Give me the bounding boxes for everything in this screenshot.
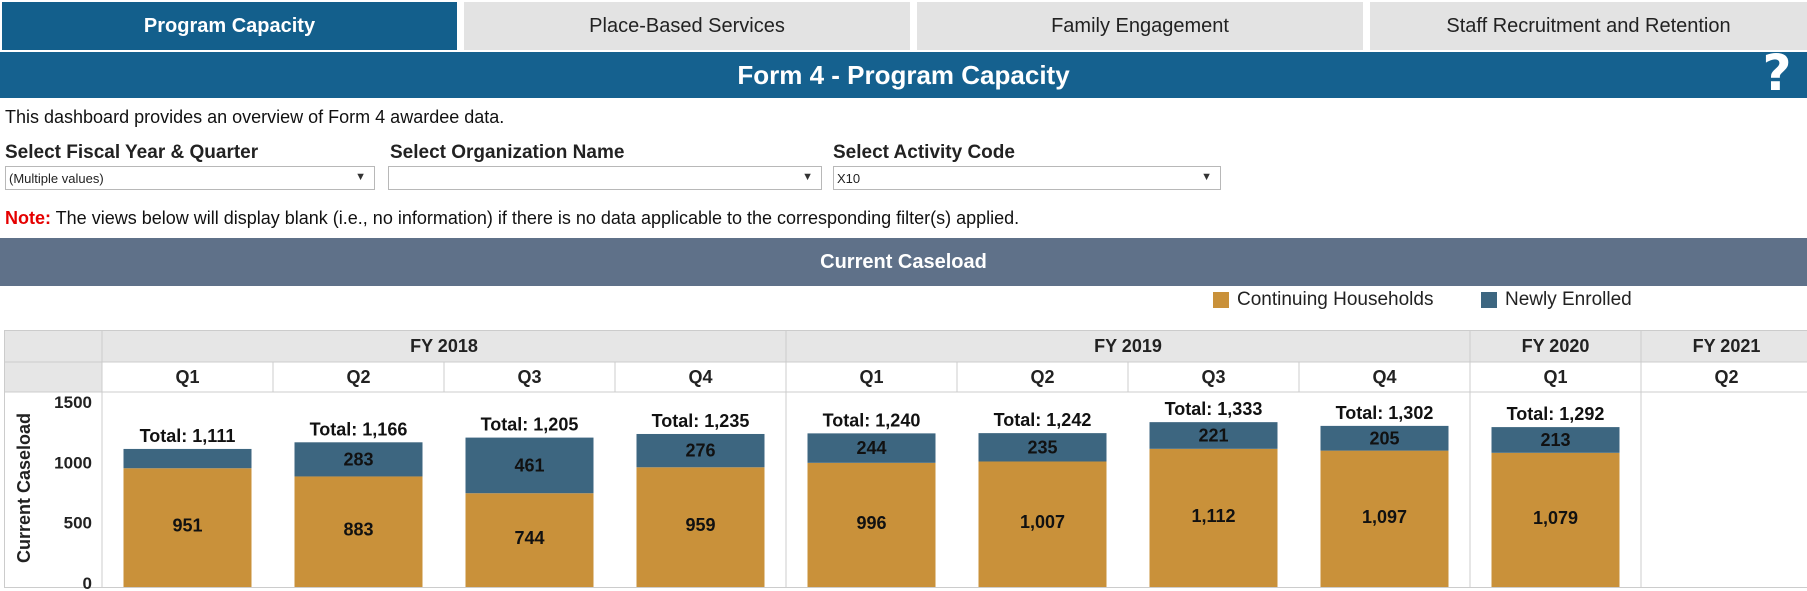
- organization-dropdown[interactable]: ▼: [388, 166, 822, 190]
- data-label-continuing: 951: [172, 516, 202, 536]
- fiscal-year-header: FY 2021: [1693, 336, 1761, 356]
- data-label-newly-enrolled: 461: [514, 455, 544, 475]
- data-label-newly-enrolled: 205: [1369, 428, 1399, 448]
- chevron-down-icon: ▼: [802, 171, 813, 183]
- bar-newly-enrolled: [1491, 427, 1620, 453]
- data-label-total: Total: 1,205: [481, 415, 579, 435]
- bar-continuing-households: [294, 476, 423, 587]
- bar-continuing-households: [807, 462, 936, 587]
- quarter-header: Q1: [859, 367, 883, 387]
- data-label-continuing: 959: [685, 515, 715, 535]
- data-label-newly-enrolled: 221: [1198, 425, 1228, 445]
- data-label-continuing: 996: [856, 513, 886, 533]
- legend-item-continuing[interactable]: Continuing Households: [1213, 287, 1433, 313]
- bar-newly-enrolled: [123, 448, 252, 469]
- data-label-newly-enrolled: 276: [685, 441, 715, 461]
- note-label: Note:: [5, 208, 51, 228]
- bar-newly-enrolled: [294, 442, 423, 477]
- legend-swatch-continuing: [1213, 292, 1229, 308]
- legend-label-continuing: Continuing Households: [1237, 289, 1434, 310]
- tab-family-engagement[interactable]: Family Engagement: [917, 2, 1363, 50]
- bar-newly-enrolled: [465, 437, 594, 494]
- y-tick-label: 1000: [54, 453, 92, 472]
- quarter-header: Q3: [517, 367, 541, 387]
- note-body: The views below will display blank (i.e.…: [51, 208, 1020, 228]
- data-label-newly-enrolled: 283: [343, 449, 373, 469]
- tab-place-based-services[interactable]: Place-Based Services: [464, 2, 910, 50]
- quarter-header: Q1: [175, 367, 199, 387]
- bar-newly-enrolled: [1320, 425, 1449, 451]
- data-label-total: Total: 1,242: [994, 410, 1092, 430]
- note-text: Note: The views below will display blank…: [5, 208, 1019, 229]
- data-label-continuing: 1,097: [1362, 507, 1407, 527]
- data-label-newly-enrolled: 244: [856, 438, 886, 458]
- data-label-newly-enrolled: 213: [1540, 430, 1570, 450]
- data-label-total: Total: 1,240: [823, 410, 921, 430]
- data-label-total: Total: 1,235: [652, 411, 750, 431]
- chevron-down-icon: ▼: [1201, 171, 1212, 183]
- bar-continuing-households: [123, 468, 252, 587]
- dashboard-description: This dashboard provides an overview of F…: [5, 107, 505, 127]
- y-tick-label: 0: [83, 574, 92, 591]
- fiscal-year-header: FY 2020: [1522, 336, 1590, 356]
- y-axis-label: Current Caseload: [14, 413, 34, 563]
- bar-newly-enrolled: [978, 433, 1107, 462]
- bar-continuing-households: [465, 493, 594, 587]
- bar-continuing-households: [1491, 452, 1620, 587]
- quarter-header-bg: [102, 362, 1807, 392]
- quarter-header: Q2: [1714, 367, 1738, 387]
- question-mark-icon[interactable]: ?: [1762, 44, 1792, 102]
- y-tick-label: 1500: [54, 393, 92, 412]
- quarter-header: Q1: [1543, 367, 1567, 387]
- section-header-current-caseload: Current Caseload: [0, 238, 1807, 286]
- data-label-continuing: 883: [343, 520, 373, 540]
- fiscal-year-header: FY 2019: [1094, 336, 1162, 356]
- data-label-newly-enrolled: 235: [1027, 437, 1057, 457]
- fiscal-year-header: FY 2018: [410, 336, 478, 356]
- caseload-chart: FY 2018 Q1 Q2 Q3 Q4 FY 2019 Q1 Q2 Q3 Q4 FY 2020 Q1 F…: [4, 330, 1807, 591]
- data-label-continuing: 744: [514, 528, 544, 548]
- data-label-continuing: 1,112: [1191, 506, 1235, 526]
- fiscal-year-filter-label: Select Fiscal Year & Quarter: [5, 142, 259, 163]
- legend-swatch-newly-enrolled: [1481, 292, 1497, 308]
- data-label-total: Total: 1,111: [140, 426, 236, 446]
- data-label-total: Total: 1,302: [1336, 403, 1434, 423]
- bar-newly-enrolled: [807, 433, 936, 463]
- data-label-continuing: 1,079: [1533, 508, 1578, 528]
- quarter-header: Q3: [1201, 367, 1225, 387]
- bar-continuing-households: [978, 461, 1107, 587]
- quarter-header: Q4: [1372, 367, 1396, 387]
- tab-bar: Program Capacity Place-Based Services Fa…: [0, 2, 1807, 50]
- data-label-continuing: 1,007: [1020, 512, 1065, 532]
- quarter-header: Q2: [1030, 367, 1054, 387]
- bar-continuing-households: [1320, 450, 1449, 587]
- bar-newly-enrolled: [636, 433, 765, 468]
- activity-code-dropdown-value: X10: [837, 170, 861, 186]
- tab-staff-recruitment-retention[interactable]: Staff Recruitment and Retention: [1370, 2, 1807, 50]
- bar-continuing-households: [1149, 448, 1278, 587]
- quarter-header: Q2: [346, 367, 370, 387]
- legend-item-newly-enrolled[interactable]: Newly Enrolled: [1481, 287, 1632, 313]
- fiscal-year-dropdown-value: (Multiple values): [9, 170, 104, 186]
- y-tick-label: 500: [64, 514, 92, 533]
- page-title-bar: Form 4 - Program Capacity: [0, 52, 1807, 98]
- data-label-total: Total: 1,333: [1165, 399, 1263, 419]
- chart-border: [4, 330, 1807, 588]
- activity-code-dropdown[interactable]: X10 ▼: [833, 166, 1221, 190]
- fiscal-year-dropdown[interactable]: (Multiple values) ▼: [5, 166, 375, 190]
- organization-filter-label: Select Organization Name: [390, 142, 625, 163]
- page-title: Form 4 - Program Capacity: [737, 59, 1070, 90]
- activity-code-filter-label: Select Activity Code: [833, 142, 1015, 163]
- bar-newly-enrolled: [1149, 422, 1278, 449]
- data-label-total: Total: 1,292: [1507, 404, 1605, 424]
- section-title: Current Caseload: [820, 250, 987, 273]
- quarter-header: Q4: [688, 367, 712, 387]
- legend-label-newly-enrolled: Newly Enrolled: [1505, 289, 1632, 310]
- data-label-total: Total: 1,166: [310, 419, 408, 439]
- tab-program-capacity[interactable]: Program Capacity: [2, 2, 457, 50]
- chevron-down-icon: ▼: [355, 171, 366, 183]
- bar-continuing-households: [636, 467, 765, 587]
